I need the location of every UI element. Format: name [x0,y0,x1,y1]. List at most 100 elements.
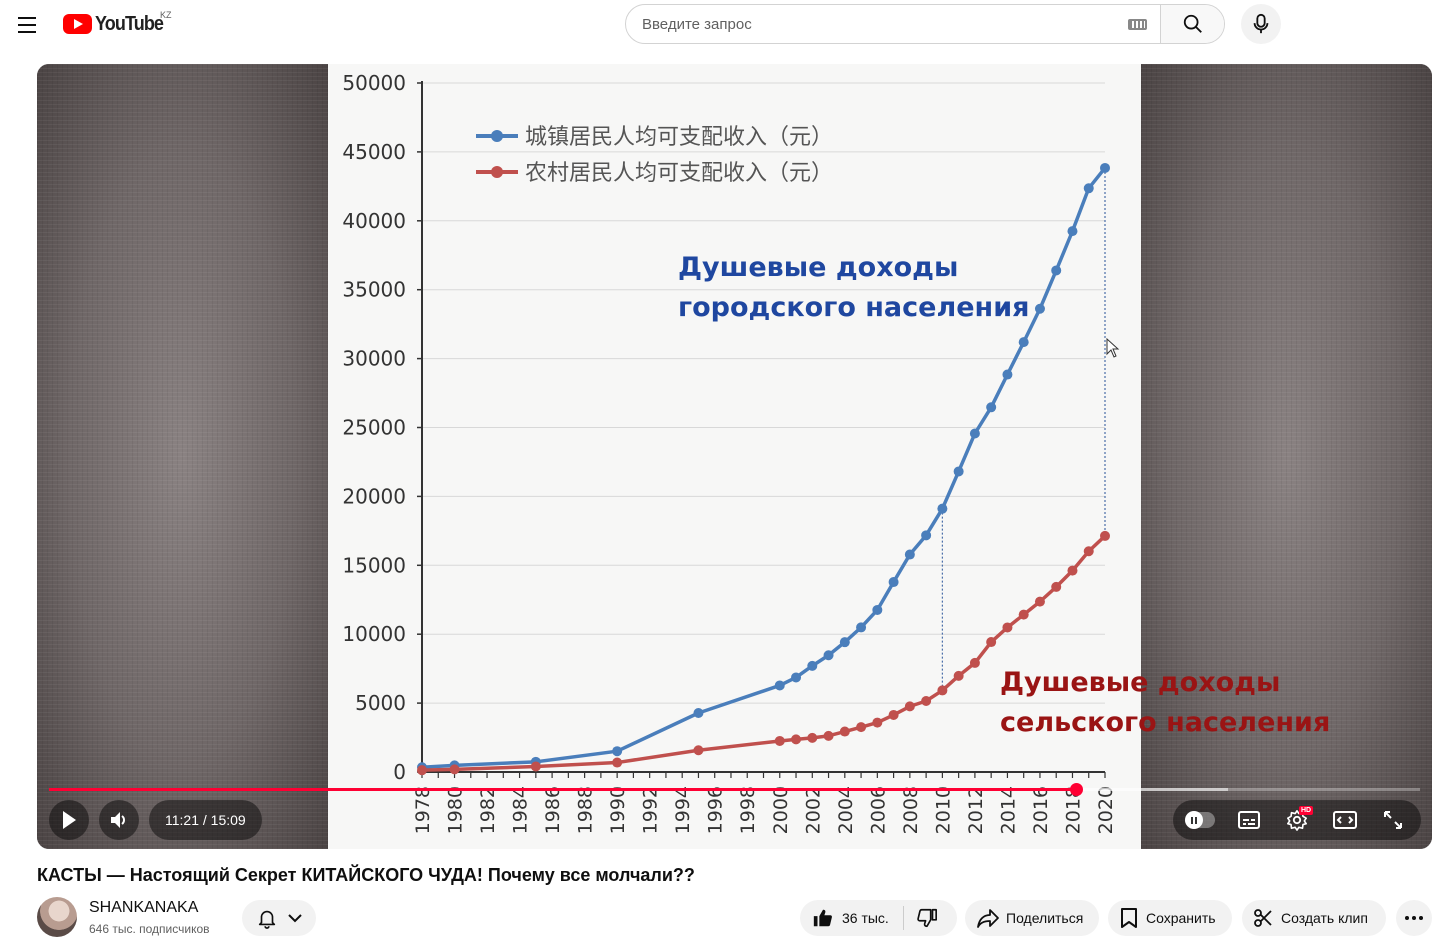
rural-annotation-line2: сельского населения [1000,707,1330,738]
channel-avatar[interactable] [37,897,77,937]
play-icon [63,811,76,829]
search-icon [1183,14,1202,33]
fullscreen-icon [1384,811,1402,829]
data-point [969,428,980,439]
subtitles-button[interactable] [1229,800,1269,840]
rural-annotation-line1: Душевые доходы [1000,667,1280,698]
legend-marker [491,130,503,142]
data-point [839,637,850,648]
progress-scrubber[interactable] [1069,783,1083,796]
data-point [823,650,834,661]
autoplay-toggle[interactable] [1185,811,1215,829]
x-tick-label: 1978 [412,786,434,834]
series-line-1 [421,166,1107,770]
x-tick-label: 2018 [1062,786,1084,834]
x-tick-label: 1980 [445,786,467,834]
like-dislike-group: 36 тыс. [800,900,957,936]
theater-mode-icon [1333,811,1357,829]
data-point [888,577,899,588]
x-tick-label: 1990 [607,786,629,834]
x-tick-label: 2010 [932,786,954,834]
youtube-play-icon [63,14,92,34]
y-tick-label: 40000 [342,209,406,233]
thumbs-up-icon [813,909,832,927]
x-tick-label: 1998 [737,786,759,834]
legend-label: 农村居民人均可支配收入（元） [525,161,833,186]
dislike-button[interactable] [916,900,938,936]
y-tick-label: 45000 [342,140,406,164]
create-clip-button[interactable]: Создать клип [1242,900,1386,936]
data-point [904,701,915,712]
y-tick-label: 15000 [342,553,406,577]
x-tick-label: 1982 [477,786,499,834]
masthead: YouTube KZ [0,0,1448,48]
theater-mode-button[interactable] [1325,800,1365,840]
volume-button[interactable] [99,800,139,840]
data-point [986,402,997,413]
data-point [807,732,818,743]
play-button[interactable] [49,800,89,840]
time-display[interactable]: 11:21 / 15:09 [149,800,262,840]
player-right-controls: HD [1173,800,1421,840]
chevron-down-icon [288,914,302,923]
x-tick-label: 1992 [640,786,662,834]
share-button[interactable]: Поделиться [965,900,1099,936]
x-tick-label: 1986 [542,786,564,834]
hd-badge: HD [1299,806,1314,815]
progress-bar[interactable] [49,783,1420,796]
data-point [774,680,785,691]
x-tick-label: 1996 [705,786,727,834]
data-point [1034,596,1045,607]
settings-button[interactable]: HD [1277,800,1317,840]
x-tick-label: 2004 [835,786,857,834]
like-count: 36 тыс. [842,910,889,926]
x-tick-label: 2016 [1030,786,1052,834]
menu-icon[interactable] [15,14,39,34]
data-point [417,765,427,776]
search-box [625,4,1225,44]
data-point [807,660,818,671]
channel-name[interactable]: SHANKANAKA [89,899,199,916]
logo-text: YouTube [95,12,164,35]
data-point [1067,226,1078,237]
data-point [823,730,834,741]
data-point [1002,369,1013,380]
bookmark-icon [1121,908,1137,928]
data-point [856,722,867,733]
voice-search-button[interactable] [1241,4,1281,44]
data-point [530,761,541,772]
mouse-cursor-icon [1106,338,1120,358]
microphone-icon [1253,13,1269,34]
x-tick-label: 2006 [867,786,889,834]
urban-annotation-line1: Душевые доходы [678,252,958,283]
y-tick-label: 50000 [342,71,406,95]
keyboard-icon[interactable] [1122,5,1152,43]
data-point [904,549,915,560]
income-line-chart: 0 5000 10000 15000 20000 25000 30000 35000 40000… [342,71,1117,834]
search-button[interactable] [1160,5,1224,43]
data-point [774,735,785,746]
more-icon [1404,916,1425,920]
x-tick-label: 2020 [1095,786,1117,834]
data-point [693,745,704,756]
urban-annotation-line2: городского населения [678,292,1029,323]
youtube-logo[interactable]: YouTube [63,11,171,37]
x-tick-label: 2008 [900,786,922,834]
video-player[interactable]: 0 5000 10000 15000 20000 25000 30000 35000 40000… [37,64,1432,849]
data-point [1018,337,1029,348]
notification-bell-button[interactable] [242,900,316,936]
data-point [1100,162,1110,173]
save-button[interactable]: Сохранить [1108,900,1232,936]
more-actions-button[interactable] [1396,900,1432,936]
fullscreen-button[interactable] [1373,800,1413,840]
data-point [953,670,964,681]
video-side-panel-left [37,64,328,849]
data-point [1051,265,1062,276]
data-point [969,657,980,668]
scissors-icon [1254,909,1272,927]
gear-icon [1287,810,1307,831]
x-tick-label: 1994 [672,786,694,834]
like-button[interactable]: 36 тыс. [800,900,889,936]
data-point [888,709,899,720]
search-input[interactable] [626,5,1122,43]
